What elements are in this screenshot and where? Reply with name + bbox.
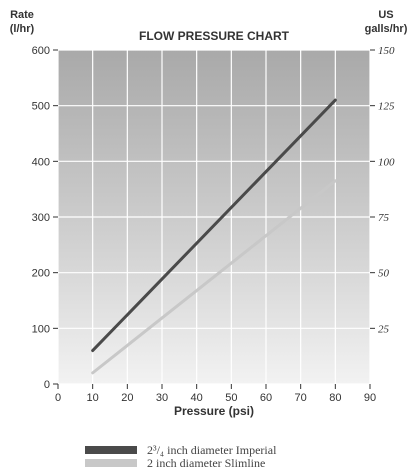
y-tick-label-left: 400 — [32, 156, 50, 168]
y-tick-label-right: 75 — [378, 212, 390, 224]
legend-swatch-2 — [85, 459, 137, 467]
y-tick-label-right: 25 — [378, 323, 390, 335]
x-tick-label: 70 — [295, 392, 307, 404]
y-axis-label-left-line2: (l/hr) — [10, 23, 35, 35]
x-tick-label: 20 — [121, 392, 133, 404]
y-tick-label-left: 300 — [32, 212, 50, 224]
y-axis-label-left-line1: Rate — [10, 9, 34, 21]
x-tick-label: 80 — [329, 392, 341, 404]
x-tick-label: 50 — [225, 392, 237, 404]
x-tick-label: 90 — [364, 392, 376, 404]
y-tick-label-left: 100 — [32, 323, 50, 335]
y-tick-label-left: 600 — [32, 45, 50, 57]
y-axis-label-right-line2: galls/hr) — [365, 23, 408, 35]
y-tick-label-right: 125 — [378, 101, 395, 113]
y-tick-label-right: 50 — [378, 268, 390, 280]
x-tick-label: 10 — [87, 392, 99, 404]
chart-title: FLOW PRESSURE CHART — [139, 29, 290, 43]
legend-label-1: 2³/₄ inch diameter Imperial — [147, 443, 277, 457]
x-tick-label: 60 — [260, 392, 272, 404]
y-tick-label-left: 500 — [32, 101, 50, 113]
x-tick-label: 0 — [55, 392, 61, 404]
y-tick-label-right: 150 — [378, 45, 395, 57]
series-line-1 — [91, 98, 337, 353]
legend-swatch-1 — [85, 446, 137, 454]
y-tick-label-left: 0 — [44, 379, 50, 391]
x-tick-label: 30 — [156, 392, 168, 404]
legend-label-2: 2 inch diameter Slimline — [147, 456, 265, 470]
series-line-2 — [91, 179, 337, 375]
x-axis-label: Pressure (psi) — [174, 404, 254, 418]
y-axis-label-right-line1: US — [378, 9, 393, 21]
y-tick-label-left: 200 — [32, 268, 50, 280]
x-tick-label: 40 — [191, 392, 203, 404]
y-tick-label-right: 100 — [378, 156, 395, 168]
